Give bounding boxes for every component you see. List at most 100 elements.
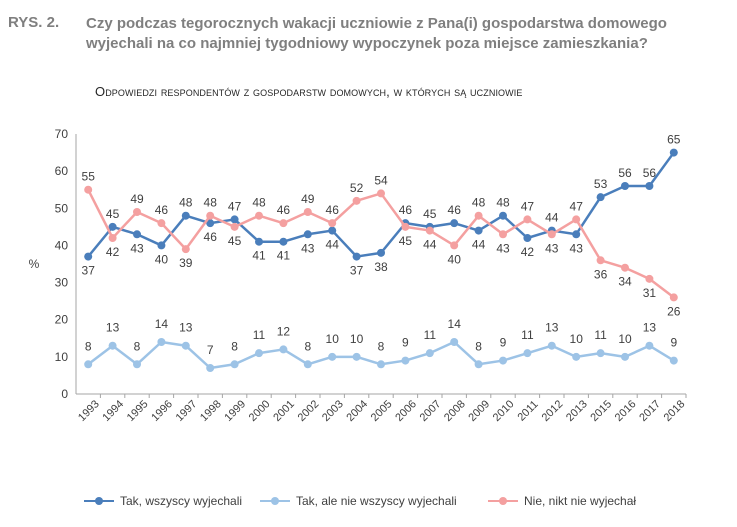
data-label: 47 <box>228 199 242 213</box>
data-point <box>279 219 288 228</box>
data-label: 45 <box>423 207 437 221</box>
legend-label: Tak, wszyscy wyjechali <box>120 494 243 508</box>
data-point <box>181 245 190 254</box>
data-point <box>108 234 117 242</box>
data-point <box>377 248 385 257</box>
data-point <box>157 219 166 228</box>
data-label: 44 <box>326 238 340 252</box>
x-tick-label: 1995 <box>125 398 151 424</box>
data-point <box>303 360 312 369</box>
data-label: 47 <box>570 199 584 213</box>
data-point <box>669 148 678 157</box>
data-label: 11 <box>424 328 437 342</box>
data-label: 45 <box>399 234 413 248</box>
x-tick-label: 2018 <box>662 398 688 424</box>
data-point <box>425 349 434 358</box>
data-label: 48 <box>472 196 486 210</box>
legend-swatch <box>84 495 114 507</box>
data-point <box>523 215 532 224</box>
data-point <box>450 241 459 250</box>
data-point <box>474 226 483 235</box>
data-point <box>596 349 605 358</box>
data-label: 11 <box>521 328 534 342</box>
x-tick-label: 2006 <box>393 398 419 424</box>
data-point <box>133 360 141 369</box>
data-label: 41 <box>252 249 266 263</box>
data-point <box>499 211 507 220</box>
data-label: 65 <box>667 133 681 147</box>
data-point <box>255 237 263 246</box>
data-point <box>328 352 337 361</box>
data-point <box>328 219 337 228</box>
data-point <box>230 215 239 224</box>
data-label: 43 <box>301 241 315 255</box>
data-point <box>328 226 337 235</box>
data-label: 10 <box>350 332 364 346</box>
data-point <box>303 208 312 216</box>
data-label: 54 <box>374 173 388 187</box>
legend-item: Tak, wszyscy wyjechali <box>84 494 242 508</box>
data-point <box>474 211 483 220</box>
legend-label: Nie, nikt nie wyjechał <box>524 494 637 508</box>
data-label: 43 <box>496 241 510 255</box>
data-label: 9 <box>670 336 677 350</box>
data-label: 43 <box>130 241 144 255</box>
data-point <box>255 349 263 358</box>
data-label: 8 <box>378 339 385 353</box>
data-label: 40 <box>155 252 169 266</box>
data-point <box>523 349 532 358</box>
chart-subtitle-text: Odpowiedzi respondentów z gospodarstw do… <box>95 84 523 99</box>
chart-subtitle: Odpowiedzi respondentów z gospodarstw do… <box>95 84 522 99</box>
data-label: 14 <box>155 317 169 331</box>
data-label: 37 <box>350 264 364 278</box>
data-point <box>157 338 166 346</box>
data-label: 26 <box>667 304 681 318</box>
data-label: 40 <box>448 252 462 266</box>
data-label: 41 <box>277 249 291 263</box>
figure-label: RYS. 2. <box>8 14 60 31</box>
data-label: 11 <box>594 328 607 342</box>
data-label: 34 <box>618 275 632 289</box>
data-label: 8 <box>304 339 311 353</box>
data-point <box>645 182 654 190</box>
data-label: 49 <box>301 192 315 206</box>
data-point <box>499 356 507 365</box>
x-tick-label: 2010 <box>491 398 517 424</box>
data-label: 39 <box>179 256 193 270</box>
line-chart: 0 10 20 30 40 50 60 70% 199319941995199619971998… <box>29 127 688 424</box>
data-point <box>547 230 556 239</box>
x-tick-label: 1994 <box>100 398 126 424</box>
x-tick-label: 2011 <box>516 398 541 423</box>
data-label: 10 <box>570 332 584 346</box>
data-point <box>181 211 190 220</box>
data-point <box>206 219 215 228</box>
data-label: 13 <box>179 321 193 335</box>
data-label: 38 <box>374 260 388 274</box>
data-point <box>279 237 288 246</box>
data-point <box>206 211 215 220</box>
data-label: 9 <box>402 336 409 350</box>
data-point <box>230 222 239 231</box>
data-label: 47 <box>521 199 535 213</box>
data-point <box>621 352 629 361</box>
data-point <box>645 341 654 350</box>
data-label: 7 <box>207 343 214 357</box>
data-label: 10 <box>618 332 632 346</box>
data-label: 45 <box>228 234 242 248</box>
data-point <box>401 222 410 231</box>
data-label: 53 <box>594 177 608 191</box>
data-point <box>669 356 678 365</box>
data-point <box>108 341 117 350</box>
x-tick-label: 2004 <box>344 398 370 424</box>
data-point <box>474 360 483 369</box>
data-label: 42 <box>521 245 535 259</box>
data-label: 8 <box>231 339 238 353</box>
x-tick-label: 2016 <box>613 398 639 424</box>
data-point <box>133 230 141 239</box>
data-point <box>133 208 141 216</box>
data-point <box>84 252 93 261</box>
data-label: 11 <box>253 328 266 342</box>
y-tick-label: 20 <box>55 313 69 327</box>
data-point <box>499 230 507 239</box>
data-label: 52 <box>350 181 364 195</box>
